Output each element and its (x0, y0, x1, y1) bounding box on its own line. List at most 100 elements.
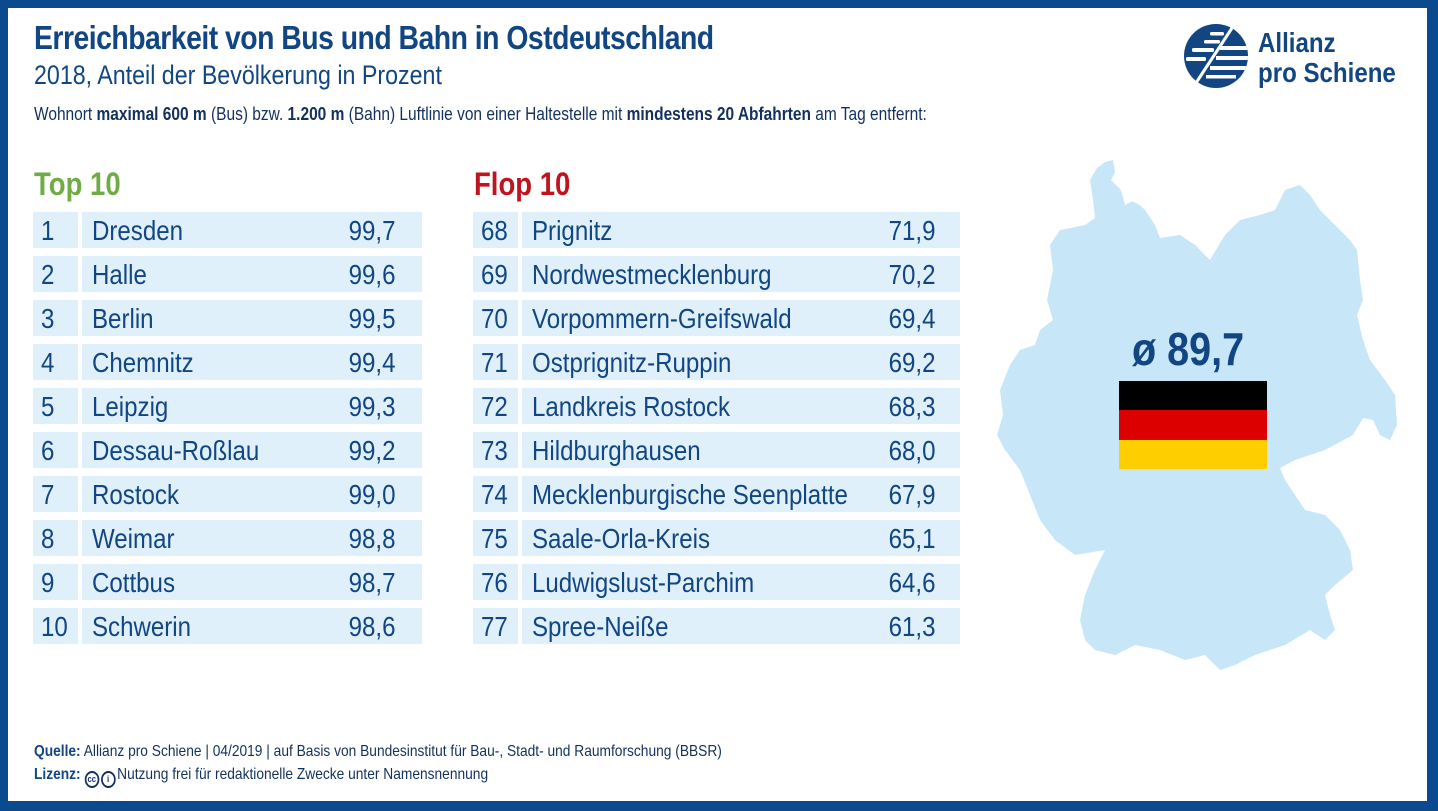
north-sea-coast (1120, 190, 1145, 208)
logo-wordmark: Allianz pro Schiene (1258, 28, 1396, 88)
share-value: 99,5 (348, 303, 395, 334)
name-cell: Dresden 99,7 (82, 212, 422, 248)
note-bold: maximal 600 m (96, 104, 207, 124)
name-cell: Chemnitz 99,4 (82, 344, 422, 380)
name-cell: Halle 99,6 (82, 256, 422, 292)
rank-cell: 73 (473, 432, 518, 468)
definition-note: Wohnort maximal 600 m (Bus) bzw. 1.200 m… (34, 104, 927, 125)
table-row: 4 Chemnitz 99,4 (33, 344, 422, 380)
region-name: Ostprignitz-Ruppin (532, 347, 732, 378)
region-name: Dessau-Roßlau (92, 435, 260, 466)
region-name: Weimar (92, 523, 175, 554)
region-name: Prignitz (532, 215, 613, 246)
table-row: 2 Halle 99,6 (33, 256, 422, 292)
name-cell: Saale-Orla-Kreis 65,1 (522, 520, 960, 556)
rank-cell: 5 (33, 388, 78, 424)
rank-label: 75 (481, 523, 508, 554)
flag-stripe-black (1119, 381, 1267, 411)
share-value: 98,6 (348, 611, 395, 642)
page-title: Erreichbarkeit von Bus und Bahn in Ostde… (34, 19, 714, 56)
rank-cell: 71 (473, 344, 518, 380)
rank-label: 3 (41, 303, 55, 334)
rank-label: 2 (41, 259, 55, 290)
top10-heading: Top 10 (34, 166, 121, 202)
region-name: Saale-Orla-Kreis (532, 523, 710, 554)
share-value: 98,7 (348, 567, 395, 598)
region-name: Leipzig (92, 391, 169, 422)
rank-label: 70 (481, 303, 508, 334)
rank-cell: 2 (33, 256, 78, 292)
name-cell: Nordwestmecklenburg 70,2 (522, 256, 960, 292)
rank-label: 4 (41, 347, 55, 378)
name-cell: Berlin 99,5 (82, 300, 422, 336)
table-row: 7 Rostock 99,0 (33, 476, 422, 512)
region-name: Hildburghausen (532, 435, 701, 466)
source-line: Quelle: Allianz pro Schiene | 04/2019 | … (34, 743, 722, 761)
share-value: 67,9 (888, 479, 935, 510)
rank-cell: 72 (473, 388, 518, 424)
license-line: Lizenz: cc i Nutzung frei für redaktionell… (34, 766, 488, 788)
rank-cell: 69 (473, 256, 518, 292)
share-value: 64,6 (888, 567, 935, 598)
table-row: 1 Dresden 99,7 (33, 212, 422, 248)
license-label: Lizenz: (34, 766, 81, 783)
region-name: Schwerin (92, 611, 192, 642)
table-row: 68 Prignitz 71,9 (473, 212, 960, 248)
flop10-heading: Flop 10 (474, 166, 571, 202)
rank-cell: 74 (473, 476, 518, 512)
logo-line-1: Allianz (1258, 27, 1336, 58)
rank-cell: 7 (33, 476, 78, 512)
name-cell: Ludwigslust-Parchim 64,6 (522, 564, 960, 600)
page-subtitle: 2018, Anteil der Bevölkerung in Prozent (34, 60, 442, 90)
table-row: 9 Cottbus 98,7 (33, 564, 422, 600)
rank-label: 77 (481, 611, 508, 642)
rank-label: 71 (481, 347, 508, 378)
region-name: Mecklenburgische Seenplatte (532, 479, 848, 510)
rank-label: 72 (481, 391, 508, 422)
rank-cell: 76 (473, 564, 518, 600)
share-value: 99,7 (348, 215, 395, 246)
rank-label: 9 (41, 567, 55, 598)
rank-label: 73 (481, 435, 508, 466)
rank-cell: 1 (33, 212, 78, 248)
share-value: 68,0 (888, 435, 935, 466)
table-row: 71 Ostprignitz-Ruppin 69,2 (473, 344, 960, 380)
region-name: Landkreis Rostock (532, 391, 731, 422)
table-row: 70 Vorpommern-Greifswald 69,4 (473, 300, 960, 336)
name-cell: Hildburghausen 68,0 (522, 432, 960, 468)
flag-stripe-red (1119, 410, 1267, 440)
table-row: 75 Saale-Orla-Kreis 65,1 (473, 520, 960, 556)
table-row: 77 Spree-Neiße 61,3 (473, 608, 960, 644)
rank-cell: 10 (33, 608, 78, 644)
region-name: Halle (92, 259, 147, 290)
rank-label: 7 (41, 479, 55, 510)
name-cell: Leipzig 99,3 (82, 388, 422, 424)
share-value: 98,8 (348, 523, 395, 554)
region-name: Spree-Neiße (532, 611, 669, 642)
name-cell: Vorpommern-Greifswald 69,4 (522, 300, 960, 336)
german-flag-icon (1119, 381, 1267, 469)
table-row: 8 Weimar 98,8 (33, 520, 422, 556)
name-cell: Mecklenburgische Seenplatte 67,9 (522, 476, 960, 512)
share-value: 69,4 (888, 303, 935, 334)
rank-cell: 8 (33, 520, 78, 556)
share-value: 99,6 (348, 259, 395, 290)
rank-label: 5 (41, 391, 55, 422)
rank-label: 6 (41, 435, 55, 466)
source-text: Allianz pro Schiene | 04/2019 | auf Basi… (83, 743, 722, 760)
region-name: Berlin (92, 303, 154, 334)
share-value: 99,2 (348, 435, 395, 466)
source-label: Quelle: (34, 743, 81, 760)
table-row: 72 Landkreis Rostock 68,3 (473, 388, 960, 424)
rank-label: 68 (481, 215, 508, 246)
name-cell: Rostock 99,0 (82, 476, 422, 512)
name-cell: Ostprignitz-Ruppin 69,2 (522, 344, 960, 380)
note-text: (Bus) bzw. (206, 104, 288, 124)
note-text: am Tag entfernt: (810, 104, 927, 124)
flag-stripe-gold (1119, 439, 1267, 469)
rank-label: 10 (41, 611, 68, 642)
table-row: 76 Ludwigslust-Parchim 64,6 (473, 564, 960, 600)
table-row: 74 Mecklenburgische Seenplatte 67,9 (473, 476, 960, 512)
note-bold: 1.200 m (287, 104, 345, 124)
region-name: Dresden (92, 215, 184, 246)
